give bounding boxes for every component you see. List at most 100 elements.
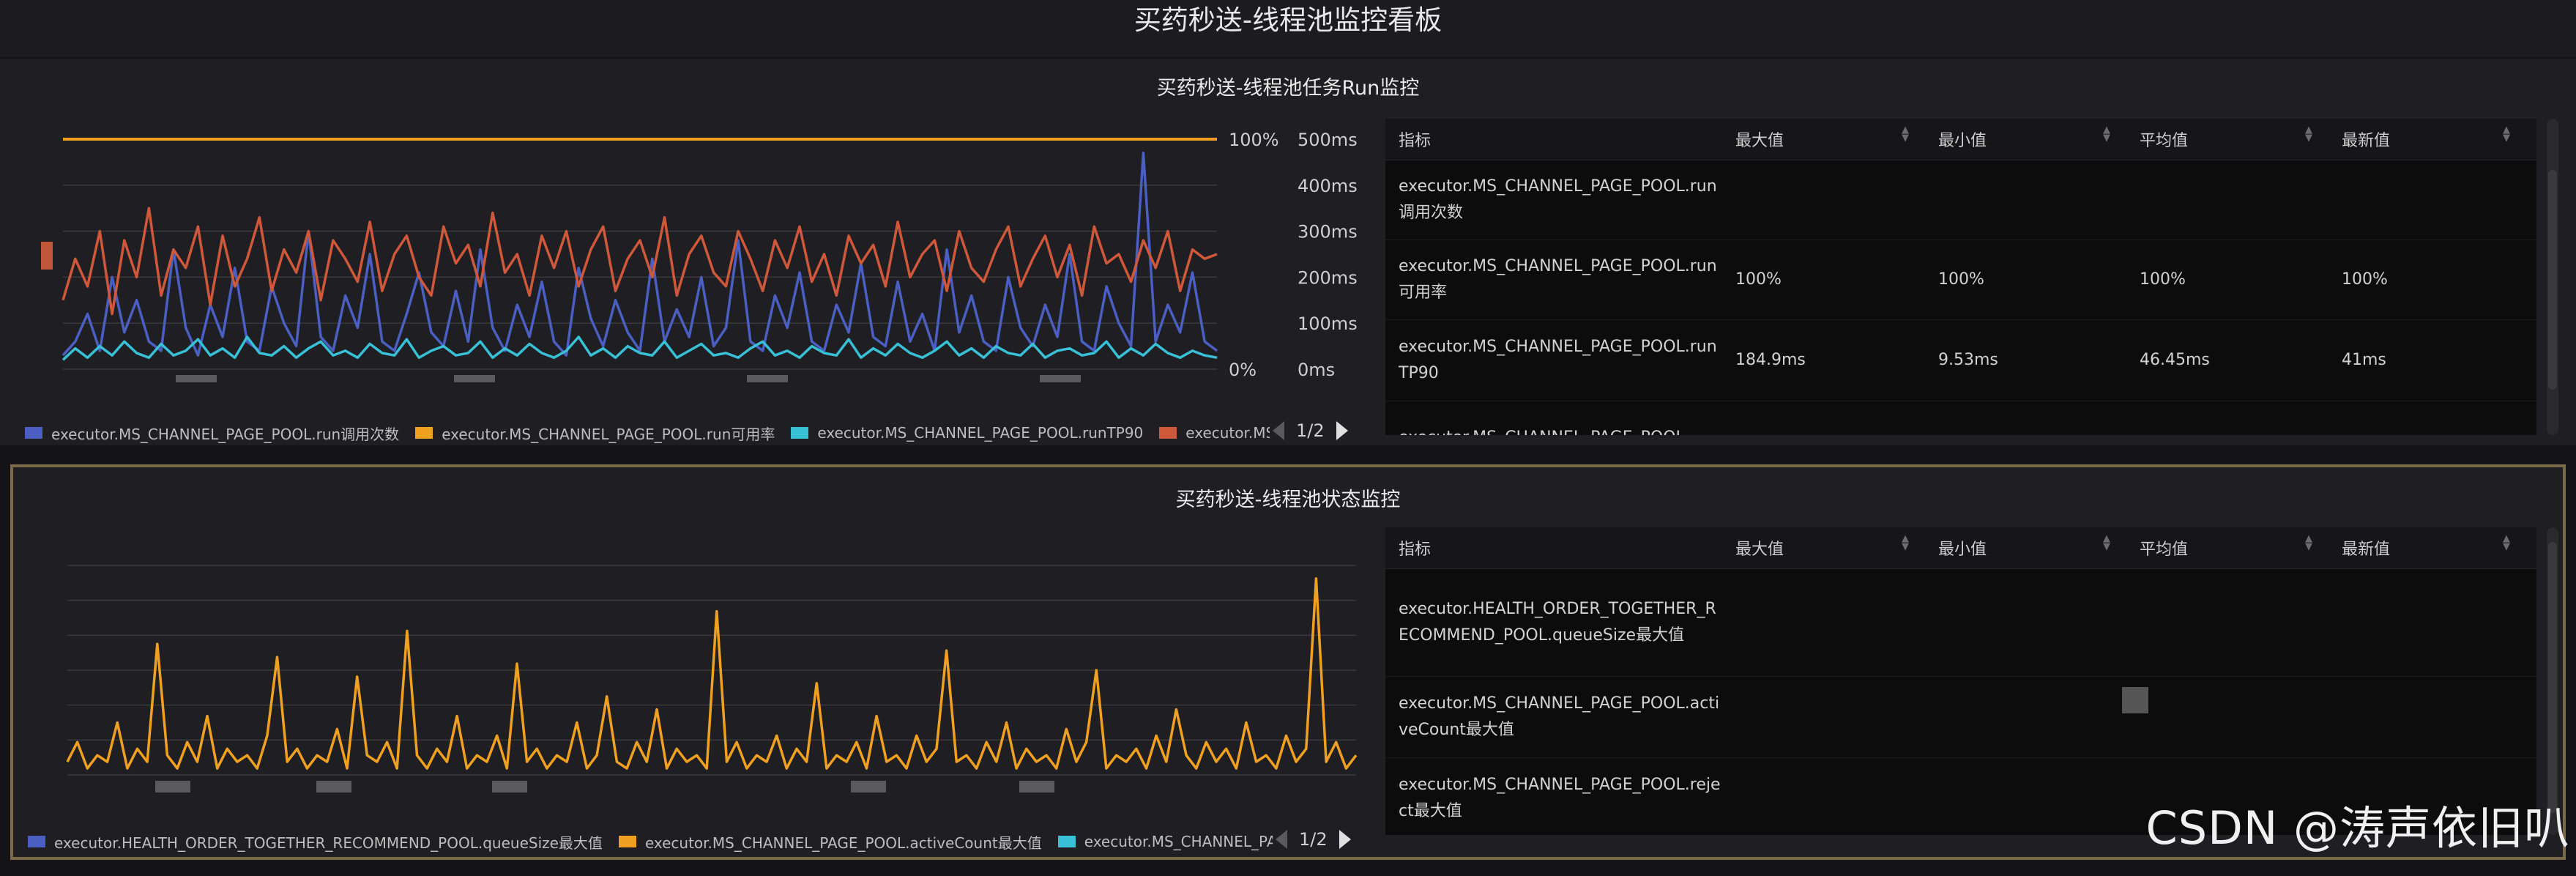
sort-icon[interactable]: ▲ ▼ <box>1902 533 1909 552</box>
prev-page-icon[interactable] <box>1276 830 1287 849</box>
value-cell <box>2126 160 2329 240</box>
metric-cell: executor.MS_CHANNEL_PAGE_POOL.run调用次数 <box>1399 177 1717 222</box>
metric-cell: executor.MS_CHANNEL_PAGE_POOL.activeCoun… <box>1399 694 1720 739</box>
table-scrollbar[interactable] <box>2547 527 2558 835</box>
value-cell: 41ms <box>2342 351 2386 369</box>
legend-item[interactable]: executor.MS_CHANNEL_PAGE_POOL.run可用率 <box>415 423 775 444</box>
y-tick-label: 500ms <box>1298 130 1358 150</box>
legend-swatch <box>415 427 433 439</box>
chart-legend[interactable]: executor.MS_CHANNEL_PAGE_POOL.run调用次数 exe… <box>25 422 1270 444</box>
value-cell <box>2329 401 2526 435</box>
legend-swatch <box>25 427 42 439</box>
prev-page-icon[interactable] <box>1273 421 1284 440</box>
series-line <box>62 152 1218 357</box>
x-tick-marker <box>851 781 886 793</box>
value-cell: 46.45ms <box>2140 351 2210 369</box>
y-tick-label: 0ms <box>1298 360 1335 380</box>
value-cell <box>1925 569 2126 676</box>
column-header[interactable]: 平均值 ▲ ▼ <box>2126 533 2329 560</box>
state-monitor-panel: 买药秒送-线程池状态监控 executor.HEALTH_ORDER_TOGET… <box>10 464 2566 860</box>
pager-label: 1/2 <box>1296 420 1325 441</box>
legend-swatch <box>791 427 809 439</box>
metrics-table: 指标 最大值 ▲ ▼ 最小值 ▲ ▼ 平均值 ▲ ▼ 最新值 ▲ ▼ executor.HEALTH_OR… <box>1385 527 2536 835</box>
column-header[interactable]: 最大值 ▲ ▼ <box>1722 533 1925 560</box>
legend-pager[interactable]: 1/2 <box>1273 420 1348 441</box>
value-cell <box>1722 569 1925 676</box>
legend-pager[interactable]: 1/2 <box>1276 829 1351 850</box>
legend-item[interactable]: executor.MS_CHANNEL_PAG <box>1057 833 1273 850</box>
legend-item[interactable]: executor.MS_CHANNEL_PAGE_POOL.run调用次数 <box>25 423 399 444</box>
column-header[interactable]: 平均值 ▲ ▼ <box>2126 125 2329 151</box>
column-header-label: 最新值 <box>2342 541 2391 559</box>
sort-icon[interactable]: ▲ ▼ <box>2305 533 2312 552</box>
column-header[interactable]: 最大值 ▲ ▼ <box>1722 125 1925 151</box>
table-row: executor.MS_CHANNEL_PAGE_POOL.activeCoun… <box>1385 677 2536 758</box>
column-header-label: 指标 <box>1399 132 1432 150</box>
column-header: 指标 <box>1385 127 1722 151</box>
legend-item[interactable]: executor.HEALTH_ORDER_TOGETHER_RECOMMEND… <box>28 831 603 853</box>
y-tick-label: 100% <box>1229 130 1279 150</box>
x-tick-marker <box>1019 781 1054 793</box>
legend-swatch <box>1057 836 1076 847</box>
panel-title: 买药秒送-线程池状态监控 <box>1175 489 1401 511</box>
chart-legend[interactable]: executor.HEALTH_ORDER_TOGETHER_RECOMMEND… <box>28 831 1273 853</box>
table-row: executor.MS_CHANNEL_PAGE_POOL.reject最大值 <box>1385 758 2536 835</box>
legend-label: executor.HEALTH_ORDER_TOGETHER_RECOMMEND… <box>54 834 603 852</box>
sort-icon[interactable]: ▲ ▼ <box>2103 125 2110 144</box>
state-monitor-chart[interactable] <box>45 555 1363 797</box>
series-line <box>66 577 1358 770</box>
y-tick-label: 100ms <box>1298 313 1358 334</box>
sort-icon[interactable]: ▲ ▼ <box>2305 125 2312 144</box>
column-header-label: 最新值 <box>2342 132 2391 150</box>
x-tick-marker <box>747 375 788 382</box>
legend-swatch <box>618 836 636 847</box>
legend-item[interactable]: executor.MS_ <box>1159 424 1270 442</box>
value-cell <box>2126 677 2329 757</box>
legend-item[interactable]: executor.MS_CHANNEL_PAGE_POOL.activeCoun… <box>618 831 1042 853</box>
column-header-label: 平均值 <box>2140 541 2189 559</box>
y-tick-label: 0% <box>1229 360 1257 380</box>
value-cell: 9.53ms <box>1938 351 1998 369</box>
table-row: executor.MS_CHANNEL_PAGE_POOL <box>1385 401 2536 435</box>
value-cell <box>2126 401 2329 435</box>
value-cell <box>1722 160 1925 240</box>
y-tick-label: 400ms <box>1298 176 1358 196</box>
column-header-label: 最大值 <box>1735 541 1784 559</box>
x-tick-marker <box>454 375 495 382</box>
sort-icon[interactable]: ▲ ▼ <box>2503 125 2510 144</box>
y-tick-label: 300ms <box>1298 222 1358 242</box>
dashboard-title: 买药秒送-线程池监控看板 <box>0 0 2576 57</box>
legend-swatch <box>28 836 45 847</box>
column-header-label: 指标 <box>1399 541 1432 559</box>
metric-cell: executor.MS_CHANNEL_PAGE_POOL <box>1385 401 1722 435</box>
table-row: executor.MS_CHANNEL_PAGE_POOL.run可用率 100%… <box>1385 240 2536 320</box>
sort-icon[interactable]: ▲ ▼ <box>1902 125 1909 144</box>
panel-title: 买药秒送-线程池任务Run监控 <box>1156 77 1420 100</box>
next-page-icon[interactable] <box>1339 830 1351 849</box>
legend-label: executor.MS_CHANNEL_PAG <box>1084 833 1273 850</box>
sort-icon[interactable]: ▲ ▼ <box>2503 533 2510 552</box>
table-row: executor.MS_CHANNEL_PAGE_POOL.runTP90 184… <box>1385 320 2536 401</box>
x-tick-marker <box>155 781 190 793</box>
loading-placeholder <box>2122 687 2148 713</box>
value-cell <box>1925 401 2126 435</box>
sort-icon[interactable]: ▲ ▼ <box>2103 533 2110 552</box>
value-cell <box>1925 758 2126 835</box>
legend-label: executor.MS_CHANNEL_PAGE_POOL.run可用率 <box>442 425 775 443</box>
value-cell <box>2329 569 2526 676</box>
run-monitor-chart[interactable]: 500ms 400ms 300ms 200ms 100ms 0ms 100% 0% <box>22 125 1384 403</box>
table-scrollbar[interactable] <box>2547 119 2558 435</box>
value-cell <box>2126 569 2329 676</box>
column-header[interactable]: 最新值 ▲ ▼ <box>2329 125 2526 151</box>
legend-label: executor.MS_CHANNEL_PAGE_POOL.activeCoun… <box>644 834 1042 852</box>
value-cell: 100% <box>2342 270 2388 289</box>
x-tick-marker <box>1040 375 1081 382</box>
column-header[interactable]: 最小值 ▲ ▼ <box>1925 125 2126 151</box>
next-page-icon[interactable] <box>1336 421 1348 440</box>
legend-item[interactable]: executor.MS_CHANNEL_PAGE_POOL.runTP90 <box>791 424 1143 442</box>
series-line <box>62 207 1218 316</box>
column-header[interactable]: 最新值 ▲ ▼ <box>2329 533 2526 560</box>
column-header[interactable]: 最小值 ▲ ▼ <box>1925 533 2126 560</box>
run-monitor-panel: 买药秒送-线程池任务Run监控 500ms 400ms 300ms 200ms 100m… <box>0 59 2576 445</box>
axis-marker <box>41 242 53 270</box>
